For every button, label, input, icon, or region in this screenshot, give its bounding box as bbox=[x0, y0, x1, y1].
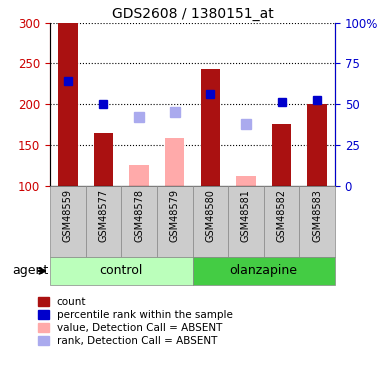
Text: GSM48581: GSM48581 bbox=[241, 189, 251, 242]
Bar bbox=[85, 186, 121, 257]
Bar bbox=[165, 138, 184, 186]
Bar bbox=[129, 165, 149, 186]
Bar bbox=[192, 186, 228, 257]
Bar bbox=[58, 23, 78, 186]
Bar bbox=[94, 133, 113, 186]
Bar bbox=[236, 176, 256, 186]
Text: GSM48559: GSM48559 bbox=[63, 189, 73, 242]
Text: GSM48577: GSM48577 bbox=[99, 189, 109, 242]
Bar bbox=[192, 257, 335, 285]
Bar bbox=[121, 186, 157, 257]
Text: control: control bbox=[100, 264, 143, 278]
Bar bbox=[272, 124, 291, 186]
Text: agent: agent bbox=[12, 264, 48, 278]
Text: GSM48583: GSM48583 bbox=[312, 189, 322, 242]
Text: olanzapine: olanzapine bbox=[230, 264, 298, 278]
Bar bbox=[264, 186, 300, 257]
Bar bbox=[50, 257, 192, 285]
Bar bbox=[157, 186, 192, 257]
Bar bbox=[228, 186, 264, 257]
Legend: count, percentile rank within the sample, value, Detection Call = ABSENT, rank, : count, percentile rank within the sample… bbox=[36, 295, 235, 348]
Bar bbox=[50, 186, 85, 257]
Bar bbox=[201, 69, 220, 186]
Text: GSM48582: GSM48582 bbox=[276, 189, 286, 242]
Bar bbox=[307, 104, 327, 186]
Title: GDS2608 / 1380151_at: GDS2608 / 1380151_at bbox=[112, 8, 273, 21]
Text: GSM48578: GSM48578 bbox=[134, 189, 144, 242]
Text: GSM48579: GSM48579 bbox=[170, 189, 180, 242]
Text: GSM48580: GSM48580 bbox=[205, 189, 215, 242]
Bar bbox=[300, 186, 335, 257]
